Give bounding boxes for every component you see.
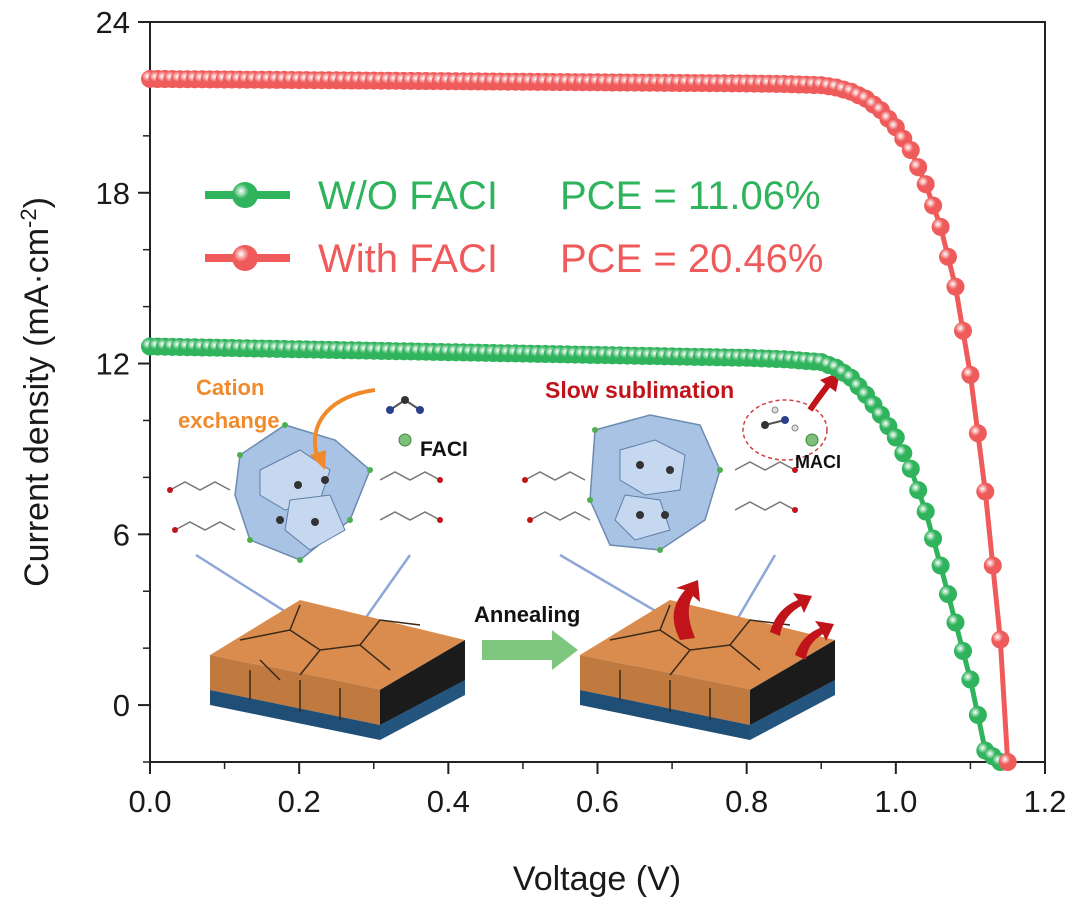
data-point [931, 556, 950, 575]
legend-series-name: W/O FACI [318, 174, 498, 218]
film-after-annealing [580, 580, 835, 740]
data-point [894, 444, 913, 463]
data-point [968, 424, 987, 443]
data-point [998, 753, 1017, 771]
legend-item: W/O FACI PCE = 11.06% [205, 174, 821, 218]
x-tick-label: 1.2 [1023, 784, 1066, 819]
x-tick-label: 1.0 [874, 784, 917, 819]
slow-sublimation-label: Slow sublimation [545, 377, 734, 403]
legend-series-name: With FACI [318, 237, 498, 281]
faci-molecule-icon [386, 396, 424, 447]
right-octahedra-cluster [587, 414, 723, 553]
sublimation-arrowhead [820, 372, 840, 392]
x-axis-title: Voltage (V) [513, 860, 681, 898]
inset-schematic: Cation exchange FACI [167, 372, 841, 740]
annealing-arrow [482, 630, 578, 670]
data-point [961, 365, 980, 384]
cation-exchange-arrowhead [310, 450, 326, 470]
x-tick-label: 0.4 [427, 784, 470, 819]
y-tick-label: 24 [96, 5, 130, 40]
data-point [924, 196, 943, 215]
data-point [954, 321, 972, 340]
data-point [946, 613, 965, 632]
legend-swatch-marker [232, 245, 258, 271]
x-tick-label: 0.2 [278, 784, 321, 819]
y-tick-label: 12 [96, 347, 130, 382]
axes: 0.0 0.2 0.4 0.6 0.8 1.0 1.2 0 6 12 18 24 [96, 5, 1067, 819]
y-axis-title: Current density (mA·cm-2) [16, 197, 57, 587]
y-axis-title-superscript: -2 [16, 208, 41, 228]
data-point [939, 247, 957, 266]
data-point [991, 630, 1010, 649]
y-tick-label: 0 [113, 688, 130, 723]
maci-label: MACI [795, 452, 841, 472]
cation-exchange-label-line2: exchange [178, 408, 280, 433]
x-tick-label: 0.8 [725, 784, 768, 819]
data-point [954, 642, 972, 660]
maci-highlight-ellipse [742, 399, 828, 461]
series-layer [141, 69, 1017, 771]
y-tick-label: 18 [96, 176, 130, 211]
data-point [968, 706, 987, 724]
data-point [924, 529, 943, 548]
data-point [909, 158, 928, 177]
x-tick-label: 0.6 [576, 784, 619, 819]
sublimation-arrow [807, 380, 833, 412]
faci-label: FACI [420, 438, 468, 461]
right-ligand-chains [522, 461, 798, 523]
left-octahedra-cluster [234, 422, 373, 563]
maci-molecule-icon [761, 406, 819, 447]
left-ligand-chains [167, 471, 443, 533]
y-tick-label: 6 [113, 517, 130, 552]
data-point [931, 217, 950, 236]
series-without-faci [141, 337, 1010, 771]
data-point [961, 670, 980, 689]
legend-swatch-marker [232, 182, 258, 208]
data-point [909, 481, 928, 500]
data-point [983, 556, 1002, 575]
data-point [939, 585, 957, 604]
film-before-annealing [210, 600, 465, 740]
data-point [946, 277, 965, 296]
x-tick-label: 0.0 [128, 784, 171, 819]
data-point [976, 482, 995, 501]
data-point [886, 428, 905, 447]
annealing-label: Annealing [474, 602, 580, 627]
legend-pce-value: PCE = 11.06% [560, 174, 821, 218]
legend-pce-value: PCE = 20.46% [560, 237, 824, 281]
data-point [916, 175, 935, 194]
data-point [901, 141, 920, 160]
data-point [916, 502, 935, 521]
data-point [901, 459, 920, 478]
cation-exchange-label-line1: Cation [196, 375, 264, 400]
legend: W/O FACI PCE = 11.06% With FACI PCE = 20.46… [205, 174, 824, 281]
series-with-faci [141, 69, 1017, 771]
legend-item: With FACI PCE = 20.46% [205, 237, 824, 281]
cation-exchange-arrow [312, 388, 376, 461]
